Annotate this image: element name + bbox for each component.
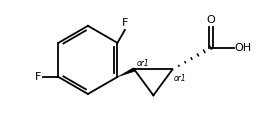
Text: or1: or1 <box>174 74 186 83</box>
Text: or1: or1 <box>137 58 150 68</box>
Text: F: F <box>122 18 129 28</box>
Text: F: F <box>35 72 42 82</box>
Text: O: O <box>206 15 215 25</box>
Polygon shape <box>118 68 135 77</box>
Text: OH: OH <box>235 43 252 53</box>
